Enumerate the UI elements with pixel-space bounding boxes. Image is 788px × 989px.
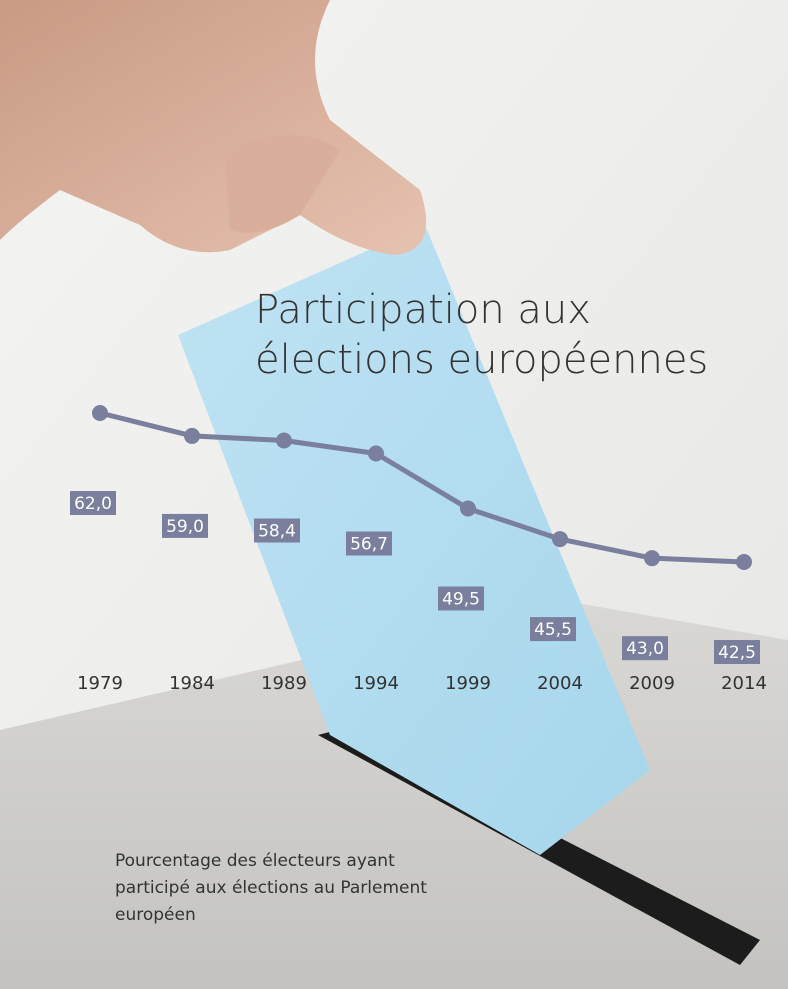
point [276, 432, 292, 449]
finger [225, 135, 340, 233]
value-label: 43,0 [626, 639, 664, 659]
value-label: 56,7 [350, 534, 388, 554]
point [644, 550, 660, 567]
label-box [70, 491, 116, 515]
x-tick-label: 1994 [353, 673, 399, 694]
label-box [162, 513, 208, 538]
x-tick-label: 1999 [445, 673, 491, 694]
value-label: 59,0 [166, 517, 204, 537]
label-box [622, 636, 668, 661]
value-label: 42,5 [718, 643, 756, 663]
x-tick-label: 1989 [261, 673, 307, 694]
x-tick-label: 2009 [629, 673, 675, 694]
x-tick-label: 2014 [721, 673, 767, 694]
x-tick-label: 1979 [77, 673, 123, 694]
point [736, 554, 752, 570]
x-tick-label: 1984 [169, 673, 215, 694]
point [92, 405, 108, 421]
label-box [254, 518, 300, 543]
point [460, 500, 476, 517]
value-label: 49,5 [442, 590, 480, 610]
label-box [530, 617, 576, 642]
x-tick-label: 2004 [537, 673, 583, 694]
chart-title: Participation aux élections européennes [255, 287, 709, 383]
hand [0, 0, 427, 255]
point [552, 531, 568, 548]
caption: Pourcentage des électeurs ayant particip… [115, 851, 427, 925]
label-box [346, 531, 392, 556]
point [368, 445, 384, 462]
label-box [438, 586, 484, 611]
value-label: 45,5 [534, 620, 572, 640]
point [184, 427, 200, 444]
value-label: 58,4 [258, 522, 296, 542]
ballot-paper [178, 225, 650, 855]
label-box [714, 640, 760, 664]
line [99, 410, 745, 565]
value-label: 62,0 [74, 494, 112, 514]
